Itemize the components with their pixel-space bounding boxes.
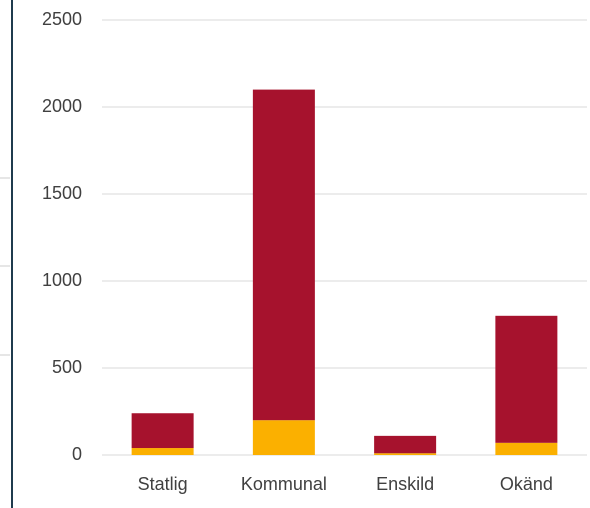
bar-segment xyxy=(374,435,437,454)
bar-segment xyxy=(131,413,194,449)
y-tick-label: 500 xyxy=(52,357,82,377)
bar-segment xyxy=(252,420,315,455)
bar-segment xyxy=(374,453,437,455)
y-tick-label: 1500 xyxy=(42,183,82,203)
y-tick-label: 1000 xyxy=(42,270,82,290)
bar-segment xyxy=(495,315,558,443)
bar-segment xyxy=(495,442,558,455)
x-tick-label: Statlig xyxy=(138,474,188,494)
x-tick-label: Kommunal xyxy=(241,474,327,494)
x-tick-label: Enskild xyxy=(376,474,434,494)
bar-segment xyxy=(252,89,315,421)
y-tick-label: 2000 xyxy=(42,96,82,116)
bar-segment xyxy=(131,448,194,455)
y-tick-label: 0 xyxy=(72,444,82,464)
x-tick-label: Okänd xyxy=(500,474,553,494)
y-tick-label: 2500 xyxy=(42,9,82,29)
